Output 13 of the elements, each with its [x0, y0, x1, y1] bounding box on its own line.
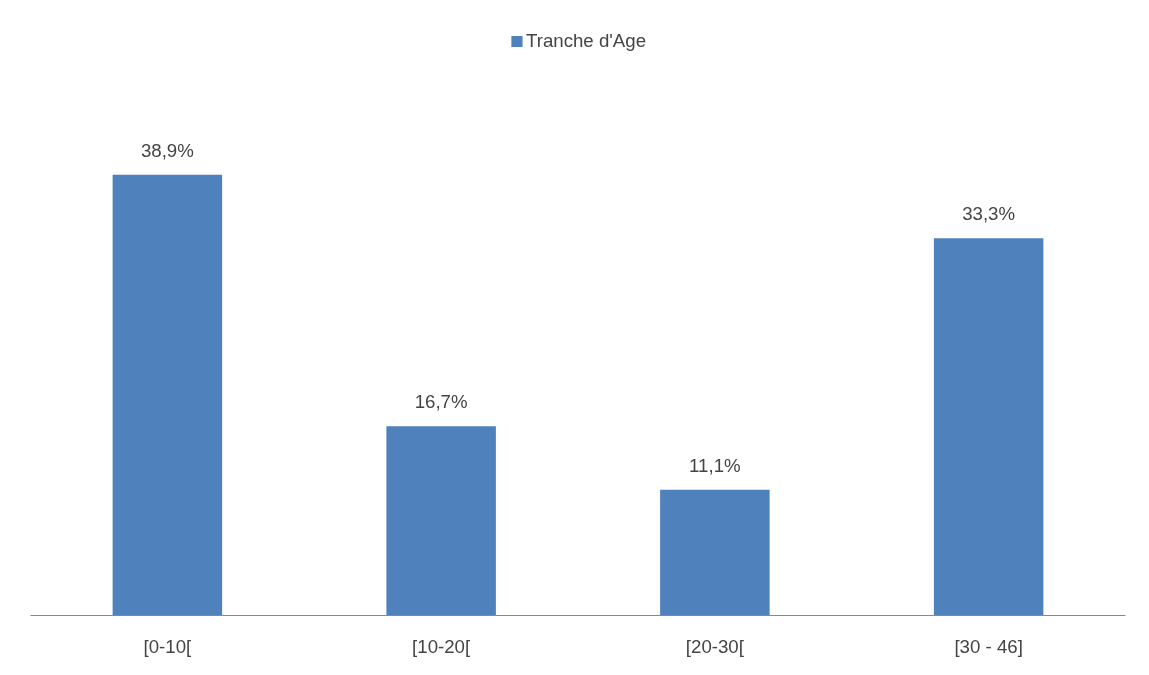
bar	[112, 174, 223, 616]
x-tick-label: [30 - 46]	[954, 635, 1023, 657]
data-label: 38,9%	[140, 139, 194, 161]
data-label: 11,1%	[689, 454, 741, 476]
x-tick-label: [20-30[	[685, 635, 745, 657]
data-label: 33,3%	[962, 203, 1016, 225]
x-tick-label: [0-10[	[143, 635, 193, 657]
x-tick-label: [10-20[	[412, 635, 471, 657]
bar	[660, 489, 770, 616]
data-label: 16,7%	[414, 391, 468, 413]
legend-label: Tranche d'Age	[525, 30, 647, 52]
bar	[933, 238, 1044, 616]
bar	[386, 426, 496, 616]
